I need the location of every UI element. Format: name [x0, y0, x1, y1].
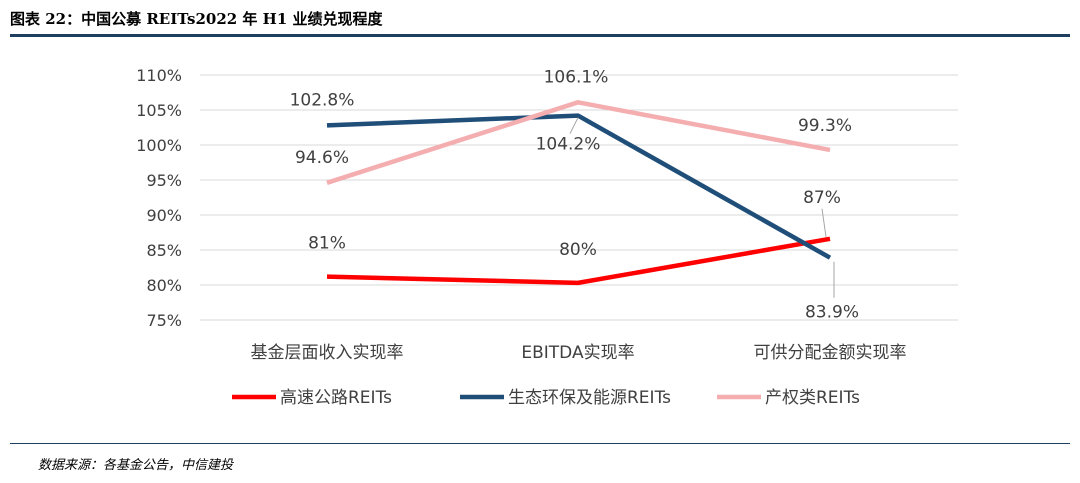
data-label: 83.9% — [805, 303, 859, 323]
x-tick-label: 基金层面收入实现率 — [251, 343, 404, 363]
y-tick-label: 110% — [136, 66, 182, 85]
y-tick-label: 100% — [136, 136, 182, 155]
data-label: 106.1% — [544, 67, 609, 87]
label-leader-line — [569, 117, 579, 134]
data-label: 87% — [803, 188, 841, 208]
figure-header: 图表 22：中国公募 REITs2022 年 H1 业绩兑现程度 — [10, 4, 1070, 37]
y-tick-label: 75% — [146, 311, 182, 330]
y-tick-label: 85% — [146, 241, 182, 260]
data-label: 94.6% — [295, 148, 349, 168]
y-tick-label: 95% — [146, 171, 182, 190]
x-tick-label: 可供分配金额实现率 — [754, 343, 907, 363]
figure-title: 图表 22：中国公募 REITs2022 年 H1 业绩兑现程度 — [10, 10, 383, 28]
line-chart: 75% 80% 85% 90% 95% 100% 105% 110% 基金层面收入实现率 EBIT… — [136, 66, 958, 408]
legend-label: 高速公路REITs — [280, 388, 392, 408]
data-label: 81% — [308, 234, 346, 254]
legend-label: 生态环保及能源REITs — [508, 388, 671, 408]
y-tick-label: 105% — [136, 101, 182, 120]
x-tick-label: EBITDA实现率 — [521, 343, 634, 363]
series-line — [326, 100, 831, 185]
data-label: 80% — [559, 240, 597, 260]
series-line — [326, 113, 832, 260]
y-tick-label: 80% — [146, 276, 182, 295]
data-label: 102.8% — [290, 90, 355, 110]
source-note: 数据来源：各基金公告，中信建投 — [38, 458, 234, 473]
footer-rule — [10, 443, 1070, 444]
series-line — [326, 236, 831, 286]
y-tick-label: 90% — [146, 206, 182, 225]
label-leader-line — [821, 208, 827, 237]
data-label: 99.3% — [798, 116, 852, 136]
header-rule — [10, 34, 1070, 37]
chart-area: 75% 80% 85% 90% 95% 100% 105% 110% 基金层面收入实现率 EBIT… — [0, 40, 1080, 435]
legend-label: 产权类REITs — [765, 388, 860, 408]
data-label: 104.2% — [536, 135, 601, 155]
